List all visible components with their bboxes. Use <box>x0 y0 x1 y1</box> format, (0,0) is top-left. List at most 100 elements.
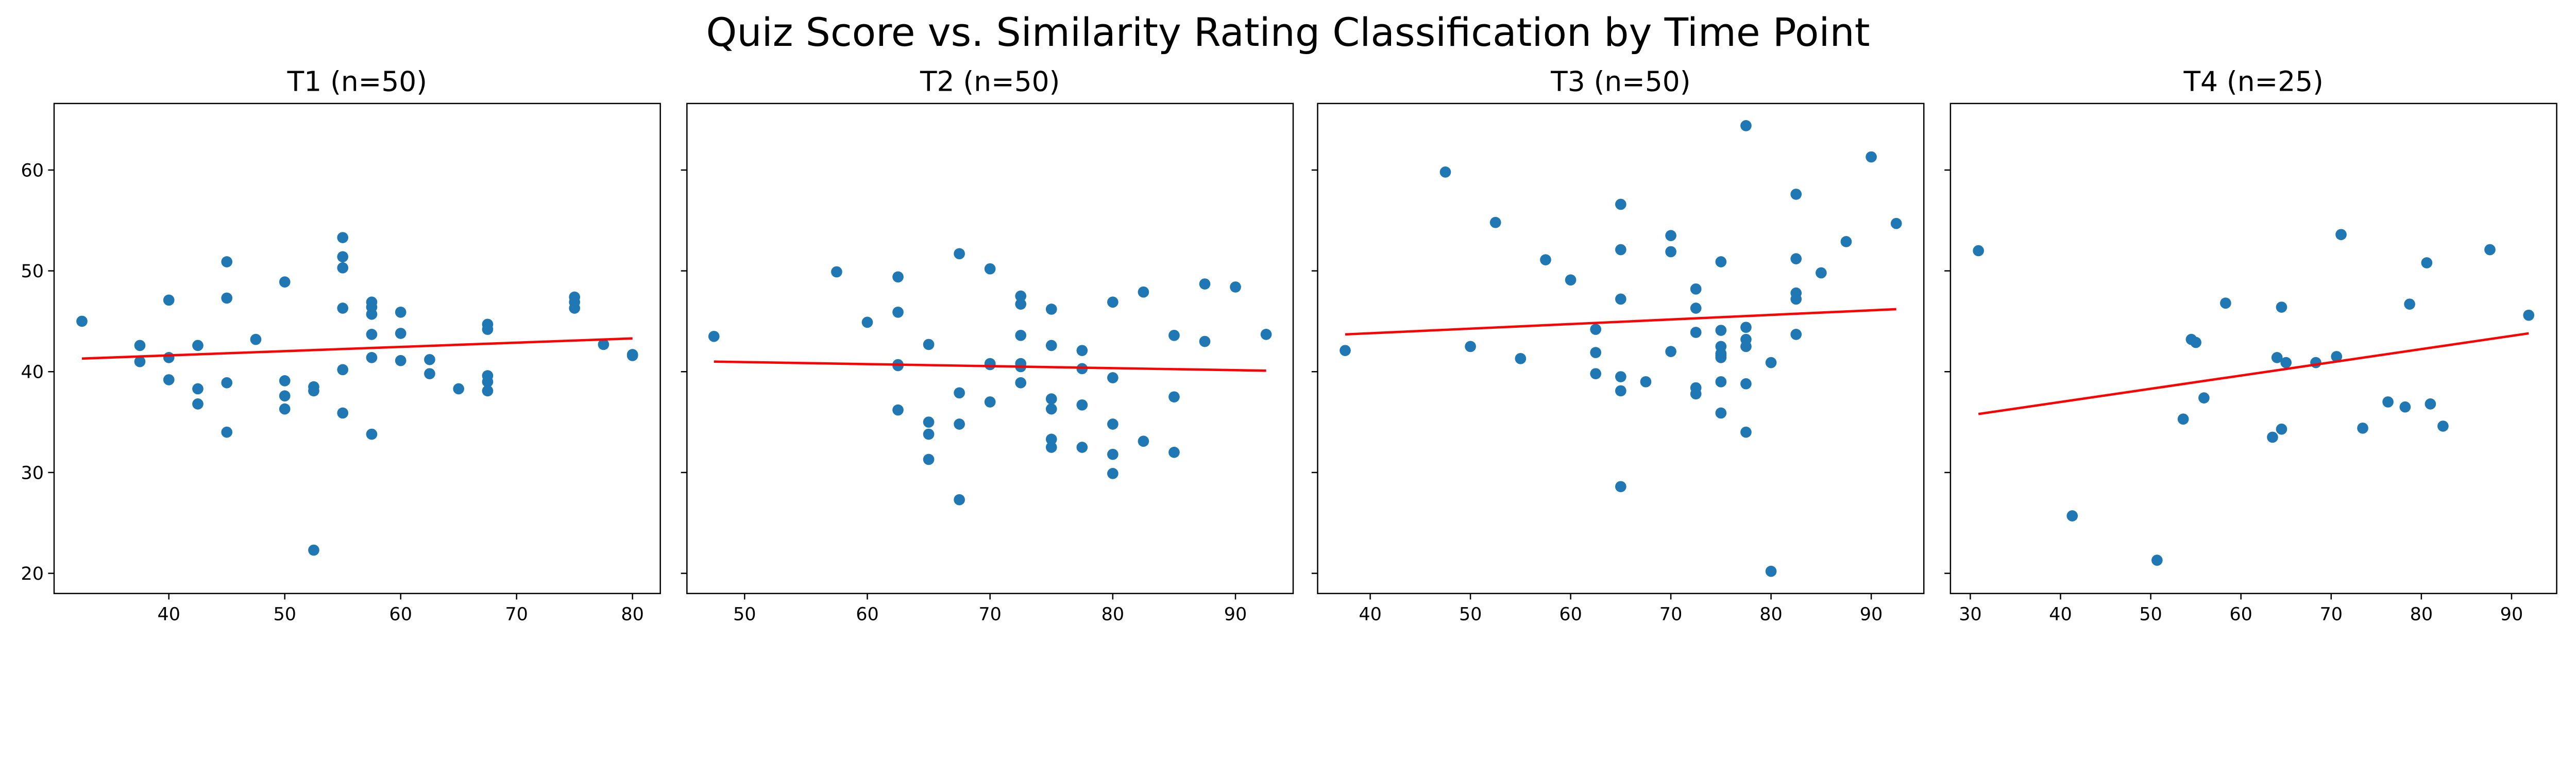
data-point <box>2190 337 2201 348</box>
data-point <box>482 376 494 388</box>
data-point <box>1973 245 1984 257</box>
data-point <box>1740 341 1752 352</box>
subplot-title: T3 (n=50) <box>1550 65 1690 98</box>
data-point <box>1615 244 1626 256</box>
data-point <box>1790 293 1802 305</box>
data-point <box>923 339 935 350</box>
data-point <box>1765 565 1777 577</box>
data-point <box>984 263 996 275</box>
data-point <box>2421 257 2433 268</box>
regression-line <box>1978 332 2529 415</box>
data-point <box>1665 230 1676 241</box>
data-point <box>2267 431 2278 443</box>
data-point <box>1590 368 1602 379</box>
data-point <box>1230 281 1241 293</box>
data-point <box>861 316 873 328</box>
figure-title: Quiz Score vs. Similarity Rating Classif… <box>706 9 1870 55</box>
subplot-1: T1 (n=50) 40 50 60 70 80 20 30 40 50 60 <box>21 65 661 625</box>
data-point <box>2357 422 2368 434</box>
data-point <box>1815 267 1827 279</box>
data-point <box>1890 217 1902 229</box>
data-point <box>337 407 349 419</box>
x-tick-label: 70 <box>978 604 1002 625</box>
data-point <box>76 315 88 327</box>
x-tick-label: 90 <box>2500 604 2523 625</box>
x-tick-label: 80 <box>2410 604 2433 625</box>
x-tick-label: 50 <box>273 604 296 625</box>
data-point <box>923 416 935 428</box>
x-tick-label: 70 <box>1659 604 1683 625</box>
data-point <box>308 385 319 397</box>
x-tick-label: 50 <box>733 604 756 625</box>
x-tick-label: 40 <box>157 604 180 625</box>
data-point <box>1015 329 1027 341</box>
data-point <box>192 340 204 351</box>
data-point <box>163 294 175 306</box>
data-point <box>221 292 233 304</box>
regression-line <box>714 360 1266 372</box>
data-point <box>954 248 965 260</box>
axes-frame <box>686 103 1294 594</box>
data-point <box>1107 296 1118 308</box>
data-point <box>1138 435 1149 447</box>
data-point <box>279 390 291 402</box>
y-tick-label: 20 <box>21 564 44 584</box>
subplot-title: T4 (n=25) <box>2183 65 2323 98</box>
data-point <box>2425 398 2436 410</box>
data-point <box>1260 329 1272 340</box>
subplot-title: T1 (n=50) <box>287 65 427 98</box>
data-point <box>1045 304 1057 315</box>
data-point <box>1690 283 1702 295</box>
data-point <box>2280 357 2292 368</box>
data-point <box>1015 290 1027 302</box>
data-point <box>1465 341 1476 352</box>
data-point <box>954 387 965 399</box>
subplot-2: T2 (n=50) 50 60 70 80 90 <box>681 65 1294 625</box>
data-point <box>1138 286 1149 298</box>
data-point <box>1015 298 1027 310</box>
axes-frame <box>53 103 661 594</box>
x-tick-label: 50 <box>1459 604 1482 625</box>
data-point <box>1615 371 1626 382</box>
x-tick-label: 60 <box>389 604 412 625</box>
data-point <box>2177 413 2189 425</box>
data-point <box>1199 278 1211 290</box>
data-point <box>1045 433 1057 445</box>
data-point <box>1866 151 1877 163</box>
x-tick-label: 60 <box>856 604 879 625</box>
data-point <box>1615 198 1626 210</box>
data-point <box>1840 236 1852 247</box>
y-tick-label: 60 <box>21 160 44 181</box>
data-point <box>366 428 378 440</box>
data-point <box>1489 216 1501 228</box>
data-point <box>366 352 378 363</box>
data-point <box>2276 301 2287 313</box>
data-point <box>221 377 233 389</box>
x-tick-label: 80 <box>621 604 644 625</box>
data-point <box>2437 421 2449 432</box>
data-point <box>892 404 904 416</box>
data-point <box>1690 303 1702 314</box>
data-point <box>453 383 465 395</box>
data-point <box>424 368 435 379</box>
data-point <box>1168 329 1180 341</box>
data-point <box>569 303 581 314</box>
x-tick-label: 90 <box>1224 604 1247 625</box>
subplot-title: T2 (n=50) <box>920 65 1060 98</box>
data-point <box>1765 357 1777 368</box>
data-point <box>1107 418 1118 430</box>
data-point <box>482 324 494 335</box>
data-point <box>984 359 996 371</box>
data-point <box>1740 322 1752 333</box>
data-point <box>626 350 638 361</box>
x-tick-label: 30 <box>1959 604 1982 625</box>
data-point <box>1045 340 1057 351</box>
data-point <box>2331 351 2343 362</box>
data-point <box>1015 377 1027 389</box>
data-point <box>1715 376 1727 388</box>
data-point <box>892 271 904 283</box>
data-point <box>221 256 233 267</box>
data-point <box>1590 324 1602 335</box>
